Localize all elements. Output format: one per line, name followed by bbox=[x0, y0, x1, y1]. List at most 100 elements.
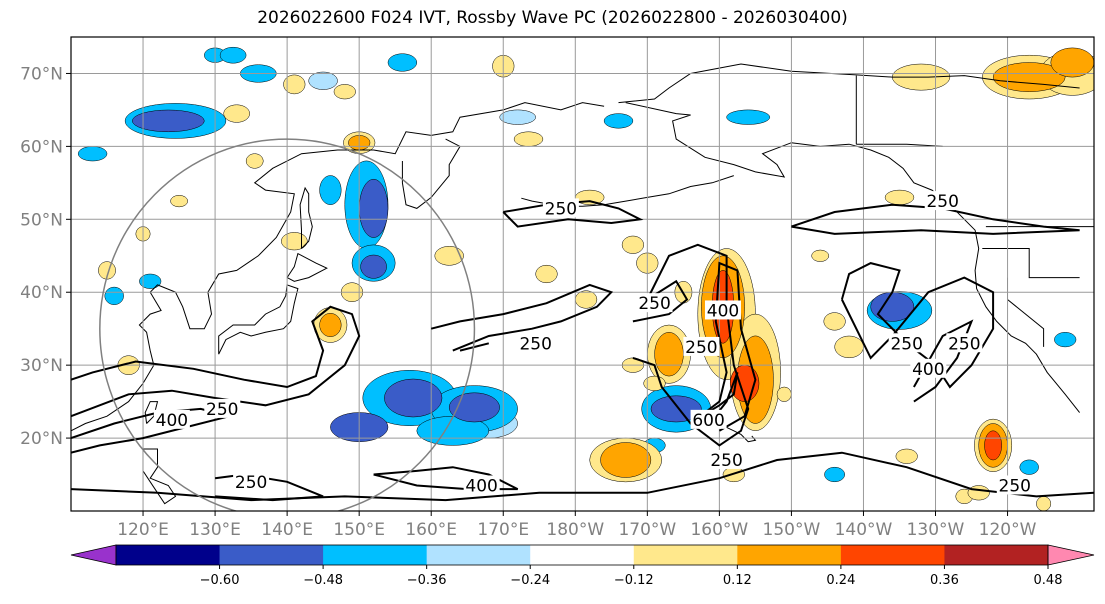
anomaly-positive bbox=[600, 442, 652, 478]
lon-tick-label: 130°W bbox=[907, 520, 965, 540]
anomaly-positive bbox=[513, 131, 544, 147]
anomaly-positive bbox=[834, 335, 864, 359]
longitude-labels: 120°E 130°E 140°E 150°E 160°E 170°E 180°W 170°W… bbox=[117, 511, 1037, 540]
anomaly-positive bbox=[170, 195, 188, 208]
lon-tick-label: 120°E bbox=[117, 520, 169, 540]
colorbar-extend-right bbox=[1047, 544, 1095, 566]
anomaly-negative bbox=[319, 175, 342, 205]
anomaly-negative bbox=[726, 109, 771, 125]
coastline bbox=[625, 102, 1080, 413]
coastline bbox=[286, 252, 328, 282]
colorbar-tick-label: −0.12 bbox=[614, 573, 654, 588]
colorbar-segment bbox=[323, 545, 428, 565]
contour-label-bg bbox=[910, 358, 947, 378]
coastline bbox=[856, 143, 943, 147]
anomaly-positive bbox=[823, 312, 846, 331]
anomaly-negative bbox=[132, 109, 205, 133]
contour-label: 250 bbox=[890, 334, 922, 354]
colorbar-border bbox=[115, 544, 1049, 566]
anomaly-positive bbox=[1036, 496, 1052, 511]
contour-label: 250 bbox=[999, 476, 1031, 496]
anomaly-positive bbox=[895, 448, 918, 464]
anomaly-negative bbox=[650, 395, 702, 423]
anomaly-positive bbox=[621, 235, 644, 254]
anomaly-positive bbox=[223, 104, 250, 123]
lon-tick-label: 140°E bbox=[261, 520, 313, 540]
lon-tick-label: 170°W bbox=[618, 520, 676, 540]
colorbar-segment bbox=[840, 545, 945, 565]
contour-label: 250 bbox=[926, 192, 958, 212]
contour-label-bg bbox=[704, 300, 741, 320]
coastline bbox=[618, 63, 1080, 104]
colorbar-tick-label: 0.36 bbox=[930, 573, 959, 588]
ivt-contour-line bbox=[791, 203, 1080, 235]
contour-label-bg bbox=[542, 198, 579, 218]
colorbar-segment bbox=[737, 545, 842, 565]
contour-label-bg bbox=[924, 191, 961, 211]
ivt-contour-line bbox=[373, 466, 519, 491]
colorbar-tick-label: −0.24 bbox=[510, 573, 550, 588]
lon-tick-label: 160°W bbox=[690, 520, 748, 540]
anomaly-negative bbox=[448, 392, 500, 423]
anomaly-negative bbox=[603, 113, 634, 129]
lat-tick-label: 50°N bbox=[20, 210, 63, 230]
contour-label-bg bbox=[233, 471, 270, 491]
coastline bbox=[982, 248, 1080, 279]
contour-label-bg bbox=[888, 333, 925, 353]
anomaly-positive bbox=[967, 485, 990, 501]
latitude-labels: 20°N 30°N 40°N 50°N 60°N 70°N bbox=[20, 64, 71, 449]
contour-label: 250 bbox=[948, 334, 980, 354]
anomaly-negative bbox=[1019, 459, 1039, 475]
lat-tick-label: 40°N bbox=[20, 283, 63, 303]
contour-label-bg bbox=[708, 449, 745, 469]
coastline bbox=[299, 186, 313, 249]
coastline bbox=[144, 401, 159, 424]
coastlines bbox=[71, 63, 1094, 505]
contour-label: 400 bbox=[912, 360, 944, 380]
chart-title: 2026022600 F024 IVT, Rossby Wave PC (202… bbox=[257, 8, 848, 28]
ivt-contour-line bbox=[459, 342, 490, 352]
gridlines bbox=[71, 37, 1094, 511]
colorbar-segment bbox=[530, 545, 635, 565]
colorbar-segment bbox=[944, 545, 1049, 565]
anomaly-positive bbox=[333, 84, 356, 100]
anomaly-negative bbox=[308, 71, 338, 90]
contour-label-bg bbox=[683, 336, 720, 356]
colorbar-tick-label: 0.12 bbox=[723, 573, 752, 588]
lon-tick-label: 140°W bbox=[835, 520, 893, 540]
contour-label-bg bbox=[153, 409, 190, 429]
contour-label-bg bbox=[996, 475, 1033, 495]
contour-label: 250 bbox=[519, 334, 551, 354]
colorbar-segment bbox=[219, 545, 324, 565]
colorbar-extend-left bbox=[70, 544, 117, 566]
ivt-contour-line bbox=[632, 279, 689, 323]
contour-label-bg bbox=[463, 475, 500, 495]
contour-label-bg bbox=[204, 398, 241, 418]
region-circle-outline bbox=[99, 138, 476, 511]
colorbar-tick-label: −0.60 bbox=[200, 573, 240, 588]
contour-label: 250 bbox=[710, 451, 742, 471]
anomaly-positive bbox=[776, 386, 792, 402]
lon-tick-label: 150°E bbox=[333, 520, 385, 540]
lon-tick-label: 180°W bbox=[546, 520, 604, 540]
contour-label: 250 bbox=[545, 199, 577, 219]
anomaly-positive bbox=[535, 264, 558, 284]
lat-tick-label: 20°N bbox=[20, 429, 63, 449]
colorbar-tick-label: 0.48 bbox=[1034, 573, 1063, 588]
colorbar-segment bbox=[426, 545, 531, 565]
anomaly-positive bbox=[319, 313, 342, 337]
colorbar: −0.60 −0.48 −0.36 −0.24 −0.12 0.12 0.24 0.36 0.4… bbox=[70, 544, 1095, 588]
anomaly-positive bbox=[811, 249, 830, 262]
colorbar-segment bbox=[116, 545, 221, 565]
lat-tick-label: 60°N bbox=[20, 137, 63, 157]
contour-label-bg bbox=[690, 409, 727, 429]
anomaly-positive bbox=[654, 332, 684, 377]
anomaly-negative bbox=[824, 466, 845, 483]
contour-label: 250 bbox=[206, 400, 238, 420]
contour-label: 250 bbox=[685, 338, 717, 358]
anomaly-negative bbox=[358, 178, 389, 238]
ivt-contour-line bbox=[632, 243, 750, 447]
lat-tick-label: 70°N bbox=[20, 64, 63, 84]
anomaly-negative bbox=[139, 273, 162, 289]
